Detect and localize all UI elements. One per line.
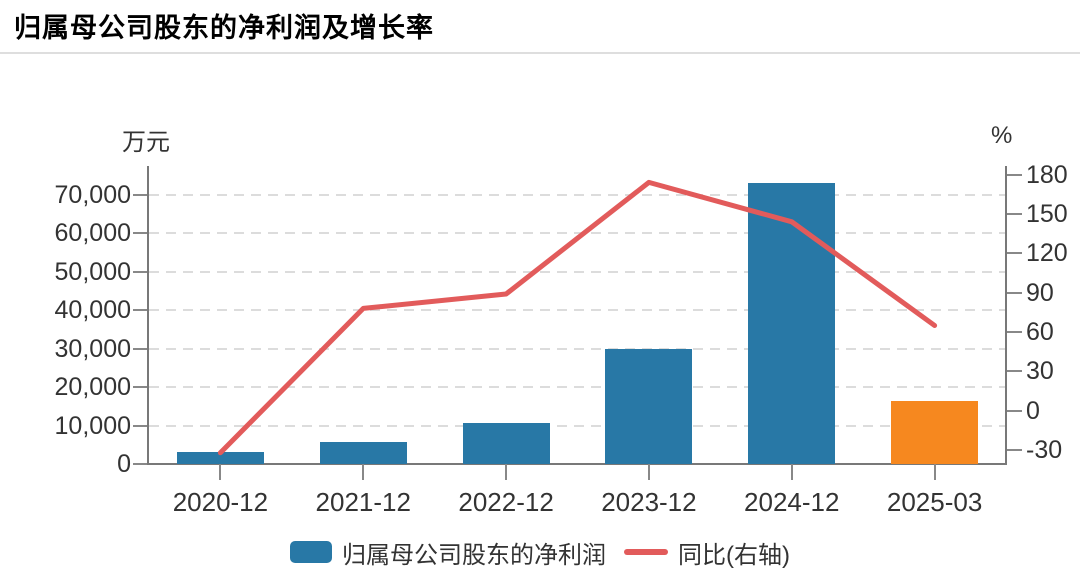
left-y-axis-line (147, 166, 149, 465)
left-axis-tick-label: 60,000 (54, 219, 131, 248)
right-axis-tick (1006, 291, 1022, 294)
x-axis-line (147, 463, 1007, 465)
x-axis-category-label: 2020-12 (172, 487, 269, 517)
bar-2024-12[interactable] (748, 182, 836, 464)
right-axis-tick (1006, 212, 1022, 215)
right-axis-tick-label: 180 (1026, 160, 1068, 189)
right-axis-tick (1006, 252, 1022, 255)
bar-2025-03[interactable] (891, 400, 979, 464)
left-axis-tick (133, 232, 149, 235)
right-axis-tick (1006, 449, 1022, 452)
line-series-swatch (624, 549, 668, 555)
legend-label-net-profit: 归属母公司股东的净利润 (342, 541, 606, 569)
left-axis-unit-label: 万元 (122, 129, 170, 156)
legend-label-yoy: 同比(右轴) (678, 541, 790, 569)
x-axis-category-label: 2023-12 (601, 487, 697, 517)
left-axis-tick-label: 0 (117, 450, 131, 478)
left-axis-tick (133, 270, 149, 273)
right-axis-tick-label: 60 (1026, 318, 1054, 347)
left-axis-tick-label: 10,000 (54, 411, 131, 440)
right-axis-tick-label: 90 (1026, 278, 1054, 307)
x-axis-category-label: 2024-12 (744, 487, 840, 517)
gridline (149, 270, 1006, 273)
bar-series-swatch (290, 541, 332, 563)
bar-2023-12[interactable] (605, 348, 693, 464)
x-axis-tick (362, 464, 365, 480)
right-axis-tick-label: 120 (1026, 239, 1068, 268)
bar-2020-12[interactable] (176, 452, 264, 464)
x-axis-category-label: 2025-03 (886, 487, 983, 517)
x-axis-tick (790, 464, 793, 480)
left-axis-tick-label: 70,000 (54, 180, 131, 209)
right-y-axis-line (1005, 166, 1007, 465)
x-axis-category-label: 2021-12 (315, 487, 411, 517)
title-divider (0, 52, 1080, 54)
chart-title: 归属母公司股东的净利润及增长率 (14, 13, 434, 43)
gridline (149, 309, 1006, 312)
x-axis-tick (647, 464, 650, 480)
left-axis-tick-label: 20,000 (54, 373, 131, 402)
left-axis-tick-label: 40,000 (54, 296, 131, 325)
right-axis-unit-label: % (991, 122, 1013, 149)
gridline (149, 424, 1006, 427)
gridline (149, 232, 1006, 235)
legend: 归属母公司股东的净利润 同比(右轴) (0, 535, 1080, 570)
left-axis-tick (133, 309, 149, 312)
gridline (149, 386, 1006, 389)
bar-2021-12[interactable] (319, 442, 407, 464)
right-axis-tick (1006, 331, 1022, 334)
legend-item-yoy[interactable]: 同比(右轴) (624, 535, 790, 570)
right-axis-tick (1006, 409, 1022, 412)
gridline (149, 193, 1006, 196)
bar-2022-12[interactable] (462, 423, 550, 464)
left-axis-tick-label: 50,000 (54, 257, 131, 286)
x-axis-tick (933, 464, 936, 480)
legend-item-net-profit[interactable]: 归属母公司股东的净利润 (290, 535, 606, 570)
left-axis-tick (133, 386, 149, 389)
right-axis-tick-label: 0 (1026, 396, 1040, 425)
right-axis-tick (1006, 173, 1022, 176)
right-axis-tick-label: -30 (1026, 436, 1063, 465)
x-axis-tick (505, 464, 508, 480)
left-axis-tick (133, 463, 149, 465)
x-axis-category-label: 2022-12 (458, 487, 554, 517)
left-axis-tick (133, 193, 149, 196)
right-axis-tick (1006, 370, 1022, 373)
gridline (149, 347, 1006, 350)
right-axis-tick-label: 150 (1026, 199, 1068, 228)
x-axis-tick (219, 464, 222, 480)
right-axis-tick-label: 30 (1026, 357, 1054, 386)
left-axis-tick-label: 30,000 (54, 334, 131, 363)
left-axis-tick (133, 424, 149, 427)
left-axis-tick (133, 347, 149, 350)
